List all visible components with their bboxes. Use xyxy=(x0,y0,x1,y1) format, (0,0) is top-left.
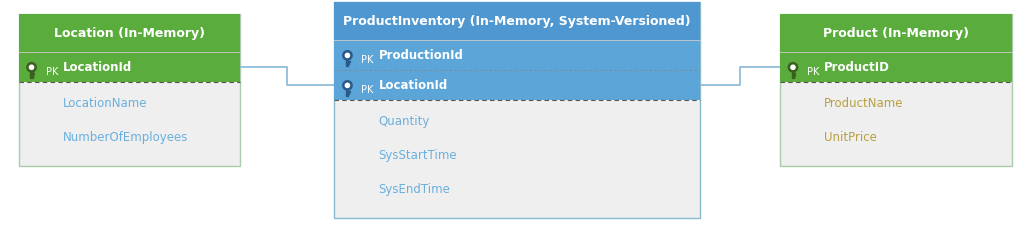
FancyBboxPatch shape xyxy=(32,75,33,76)
Text: LocationId: LocationId xyxy=(379,79,448,92)
Text: LocationName: LocationName xyxy=(63,97,147,110)
Circle shape xyxy=(788,63,797,72)
FancyBboxPatch shape xyxy=(347,88,349,96)
Text: PK: PK xyxy=(45,67,58,77)
Text: Quantity: Quantity xyxy=(379,115,430,128)
FancyBboxPatch shape xyxy=(793,73,795,74)
Text: Product (In-Memory): Product (In-Memory) xyxy=(823,27,968,40)
FancyBboxPatch shape xyxy=(32,73,34,74)
Circle shape xyxy=(343,81,352,90)
FancyBboxPatch shape xyxy=(19,52,240,82)
Circle shape xyxy=(346,83,350,88)
FancyBboxPatch shape xyxy=(348,91,350,92)
FancyBboxPatch shape xyxy=(348,63,349,64)
FancyBboxPatch shape xyxy=(348,61,350,62)
Text: PK: PK xyxy=(361,85,374,95)
FancyBboxPatch shape xyxy=(334,2,700,218)
Text: NumberOfEmployees: NumberOfEmployees xyxy=(63,131,188,144)
FancyBboxPatch shape xyxy=(792,70,794,78)
FancyBboxPatch shape xyxy=(334,2,700,40)
Text: ProductName: ProductName xyxy=(824,97,903,110)
FancyBboxPatch shape xyxy=(334,70,700,100)
FancyBboxPatch shape xyxy=(780,14,1012,166)
Circle shape xyxy=(30,65,34,69)
Text: ProductInventory (In-Memory, System-Versioned): ProductInventory (In-Memory, System-Vers… xyxy=(344,15,690,28)
FancyBboxPatch shape xyxy=(19,14,240,52)
Circle shape xyxy=(346,53,350,58)
FancyBboxPatch shape xyxy=(31,70,33,78)
Text: SysStartTime: SysStartTime xyxy=(379,149,457,162)
FancyBboxPatch shape xyxy=(334,40,700,70)
Text: ProductID: ProductID xyxy=(824,61,890,74)
Circle shape xyxy=(791,65,795,69)
Text: LocationId: LocationId xyxy=(63,61,132,74)
FancyBboxPatch shape xyxy=(793,75,794,76)
FancyBboxPatch shape xyxy=(780,52,1012,82)
FancyBboxPatch shape xyxy=(347,58,349,66)
Text: PK: PK xyxy=(361,55,374,65)
Text: PK: PK xyxy=(807,67,819,77)
Text: UnitPrice: UnitPrice xyxy=(824,131,877,144)
FancyBboxPatch shape xyxy=(19,14,240,166)
Circle shape xyxy=(27,63,36,72)
Text: Location (In-Memory): Location (In-Memory) xyxy=(54,27,205,40)
FancyBboxPatch shape xyxy=(348,93,349,94)
Text: SysEndTime: SysEndTime xyxy=(379,183,451,196)
Text: ProductionId: ProductionId xyxy=(379,49,463,62)
FancyBboxPatch shape xyxy=(780,14,1012,52)
Circle shape xyxy=(343,51,352,60)
